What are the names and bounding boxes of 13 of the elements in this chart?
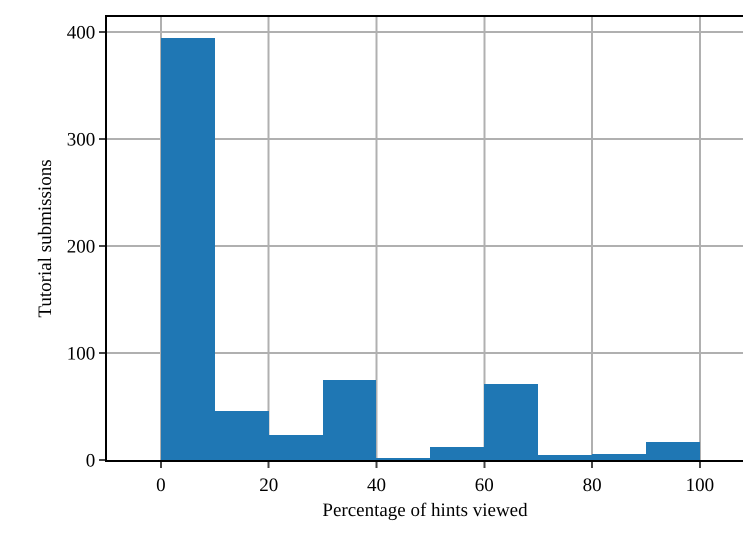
x-tick-label: 80 (582, 474, 602, 496)
y-tick-label: 400 (66, 22, 96, 44)
y-axis-title: Tutorial submissions (35, 159, 56, 318)
y-tick-label: 100 (66, 344, 96, 365)
x-axis-title: Percentage of hints viewed (322, 500, 528, 522)
x-tick-label: 0 (156, 474, 166, 496)
y-tick-label: 200 (66, 236, 96, 258)
x-tick-label: 20 (259, 474, 278, 496)
x-tick-label: 60 (474, 474, 494, 496)
y-tick-label: 0 (86, 450, 96, 472)
y-tick-label: 300 (66, 130, 96, 151)
x-tick-label: 100 (686, 474, 714, 496)
x-tick-label: 40 (366, 474, 386, 496)
